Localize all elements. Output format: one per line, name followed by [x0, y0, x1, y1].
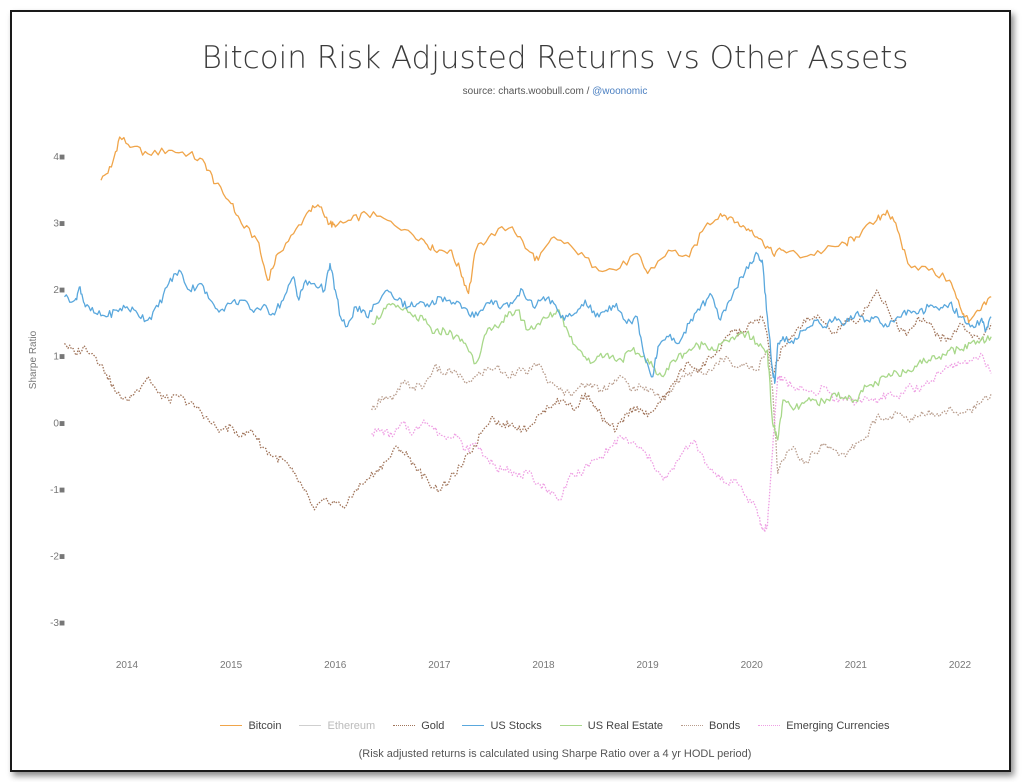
legend-swatch: [299, 725, 322, 726]
x-tick-label: 2021: [845, 660, 868, 671]
x-tick-label: 2018: [532, 660, 555, 671]
legend-item-emerging-currencies[interactable]: Emerging Currencies: [758, 719, 890, 732]
legend-label: Gold: [421, 719, 445, 732]
y-tick-label: -2■: [50, 551, 65, 562]
y-axis: 4■ 3■ 2■ 1■ 0■ -1■ -2■ -3■: [50, 152, 65, 629]
legend-label: Bitcoin: [248, 719, 282, 732]
y-axis-label: Sharpe Ratio: [28, 330, 39, 389]
series-line-gold: [63, 289, 992, 511]
legend-label: Bonds: [709, 719, 741, 732]
series-line-bitcoin: [100, 136, 992, 324]
legend-item-us-real-estate[interactable]: US Real Estate: [559, 719, 663, 732]
chart-footnote: (Risk adjusted returns is calculated usi…: [358, 748, 752, 760]
y-tick-label: 3■: [53, 219, 65, 230]
legend-item-gold[interactable]: Gold: [393, 720, 444, 732]
legend-item-us-stocks[interactable]: US Stocks: [462, 719, 542, 732]
legend-swatch: [559, 725, 582, 726]
y-tick-label: 1■: [53, 352, 65, 363]
legend-swatch: [393, 725, 416, 726]
x-tick-label: 2014: [116, 660, 139, 671]
series-line-us-real-estate: [371, 302, 992, 441]
x-tick-label: 2019: [637, 660, 660, 671]
y-tick-label: 2■: [53, 285, 65, 296]
x-tick-label: 2015: [220, 660, 243, 671]
x-tick-label: 2020: [741, 660, 764, 671]
legend-label: Emerging Currencies: [786, 719, 890, 732]
x-tick-label: 2022: [949, 660, 972, 671]
legend-item-bonds[interactable]: Bonds: [681, 720, 740, 732]
x-tick-label: 2016: [324, 660, 347, 671]
legend-swatch: [220, 725, 243, 726]
legend-swatch: [758, 725, 781, 726]
chart-legend: Bitcoin Ethereum Gold US Stocks US Real Esta…: [0, 717, 1024, 732]
legend-label: US Stocks: [490, 719, 542, 732]
series-lines: [63, 136, 992, 533]
y-tick-label: -1■: [50, 485, 65, 496]
y-tick-label: -3■: [50, 618, 65, 629]
source-handle-link[interactable]: @woonomic: [592, 86, 648, 97]
legend-swatch: [462, 725, 485, 726]
chart-source: source: charts.woobull.com / @woonomic: [0, 86, 1024, 97]
legend-swatch: [681, 725, 703, 726]
source-prefix: source: charts.woobull.com /: [462, 86, 593, 97]
series-line-bonds: [371, 349, 992, 474]
legend-item-ethereum[interactable]: Ethereum: [299, 720, 375, 732]
legend-label: Ethereum: [327, 719, 376, 732]
chart-frame: [10, 10, 1011, 772]
legend-item-bitcoin[interactable]: Bitcoin: [220, 720, 281, 732]
y-tick-label: 4■: [53, 152, 65, 163]
legend-label: US Real Estate: [587, 719, 663, 732]
chart-title: Bitcoin Risk Adjusted Returns vs Other A…: [201, 40, 909, 76]
series-line-emerging-currencies: [371, 352, 992, 533]
series-line-us-stocks: [64, 251, 992, 384]
x-tick-label: 2017: [428, 660, 451, 671]
x-axis: 2014 2015 2016 2017 2018 2019 2020 2021 2022: [116, 660, 972, 671]
y-tick-label: 0■: [53, 418, 65, 429]
